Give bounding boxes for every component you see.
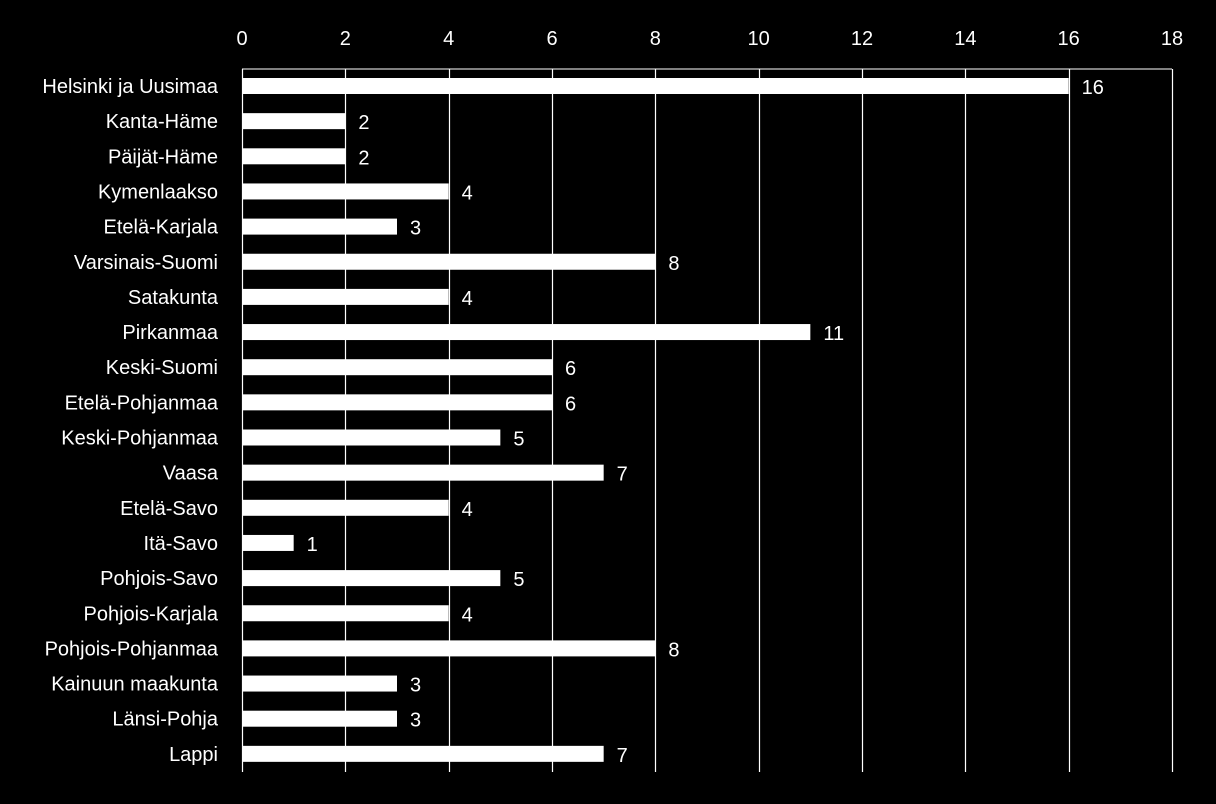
bar — [242, 640, 656, 657]
category-label: Pohjois-Pohjanmaa — [45, 638, 219, 660]
data-label: 4 — [462, 499, 473, 521]
category-label: Pohjois-Savo — [100, 568, 218, 590]
x-tick-label: 2 — [340, 28, 351, 50]
bar — [242, 183, 449, 200]
x-tick-label: 10 — [748, 28, 770, 50]
bars — [242, 78, 1069, 762]
bar — [242, 394, 552, 411]
x-tick-label: 8 — [650, 28, 661, 50]
x-tick-label: 0 — [236, 28, 247, 50]
x-tick-label: 18 — [1161, 28, 1183, 50]
data-label: 5 — [513, 569, 524, 591]
data-label: 3 — [410, 675, 421, 697]
bar — [242, 570, 501, 587]
category-label: Itä-Savo — [144, 533, 218, 555]
category-label: Vaasa — [163, 463, 219, 485]
category-label: Etelä-Pohjanmaa — [65, 392, 219, 414]
data-labels: 16 2 2 4 3 8 4 11 6 6 5 7 4 1 5 4 8 3 3 7 — [307, 77, 1104, 767]
bar — [242, 148, 346, 165]
category-label: Pirkanmaa — [122, 322, 218, 344]
bar — [242, 605, 449, 622]
data-label: 4 — [462, 604, 473, 626]
category-label: Kanta-Häme — [106, 111, 218, 133]
x-tick-label: 12 — [851, 28, 873, 50]
data-label: 8 — [668, 253, 679, 275]
category-label: Keski-Suomi — [106, 357, 218, 379]
category-label: Lappi — [169, 744, 218, 766]
y-axis-category-labels: Helsinki ja Uusimaa Kanta-Häme Päijät-Häme… — [42, 76, 219, 766]
bar — [242, 113, 346, 130]
category-label: Keski-Pohjanmaa — [61, 428, 219, 450]
bar — [242, 253, 656, 270]
data-label: 4 — [462, 182, 473, 204]
category-label: Etelä-Savo — [120, 498, 218, 520]
category-label: Helsinki ja Uusimaa — [42, 76, 218, 98]
data-label: 7 — [617, 464, 628, 486]
x-tick-label: 16 — [1058, 28, 1080, 50]
x-tick-label: 4 — [443, 28, 454, 50]
data-label: 5 — [513, 429, 524, 451]
bar — [242, 288, 449, 305]
x-tick-label: 6 — [546, 28, 557, 50]
bar — [242, 218, 397, 235]
data-label: 1 — [307, 534, 318, 556]
bar — [242, 745, 604, 762]
bar — [242, 464, 604, 481]
category-label: Länsi-Pohja — [112, 709, 219, 731]
category-label: Päijät-Häme — [108, 146, 218, 168]
bar — [242, 359, 552, 376]
category-label: Etelä-Karjala — [103, 217, 218, 239]
gridlines — [241, 68, 1174, 772]
bar — [242, 534, 294, 551]
data-label: 3 — [410, 218, 421, 240]
data-label: 8 — [668, 639, 679, 661]
category-label: Varsinais-Suomi — [74, 252, 218, 274]
bar — [242, 324, 811, 341]
data-label: 2 — [358, 112, 369, 134]
data-label: 2 — [358, 147, 369, 169]
data-label: 6 — [565, 358, 576, 380]
bar — [242, 710, 397, 727]
data-label: 7 — [617, 745, 628, 767]
data-label: 3 — [410, 710, 421, 732]
x-axis-tick-labels: 0 2 4 6 8 10 12 14 16 18 — [236, 28, 1183, 50]
data-label: 6 — [565, 393, 576, 415]
bar — [242, 499, 449, 516]
category-label: Kainuun maakunta — [51, 674, 219, 696]
bar — [242, 429, 501, 446]
data-label: 16 — [1082, 77, 1104, 99]
data-label: 11 — [823, 323, 844, 345]
bar — [242, 675, 397, 692]
data-label: 4 — [462, 288, 473, 310]
x-tick-label: 14 — [954, 28, 976, 50]
category-label: Kymenlaakso — [98, 181, 218, 203]
category-label: Pohjois-Karjala — [83, 603, 218, 625]
category-label: Satakunta — [128, 287, 219, 309]
bar — [242, 78, 1069, 94]
